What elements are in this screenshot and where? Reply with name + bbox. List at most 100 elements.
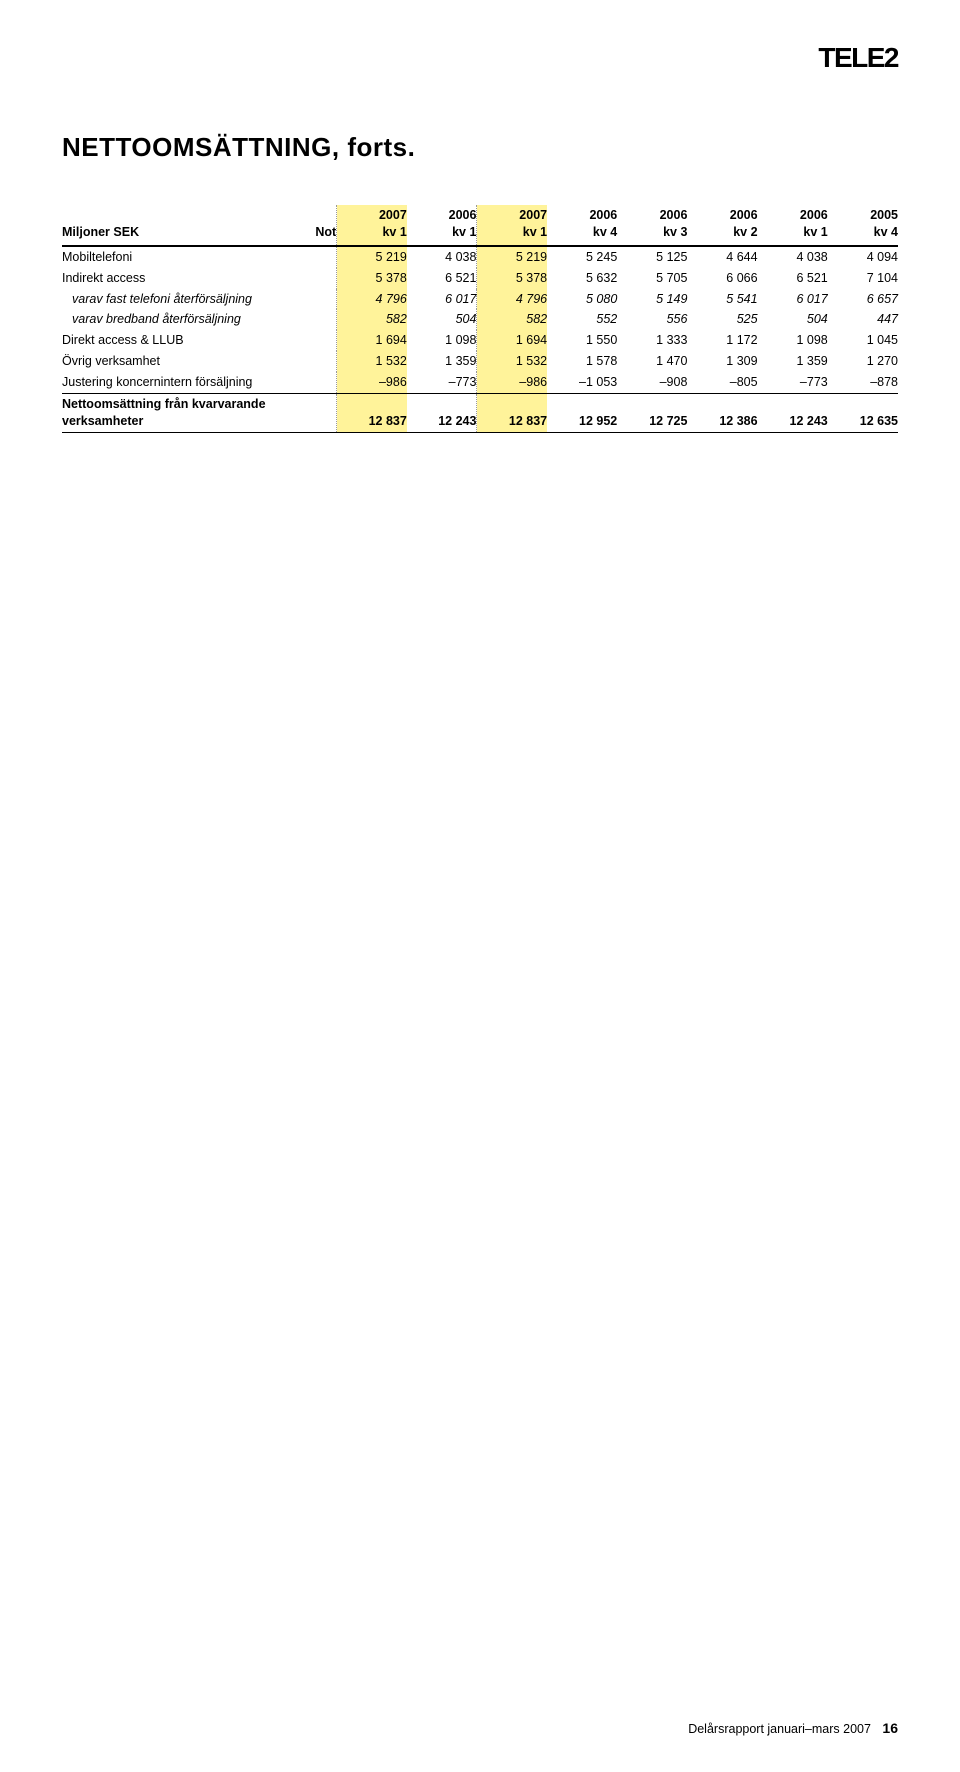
row-cell: 1 309: [687, 351, 757, 372]
row-cell: –986: [477, 372, 547, 393]
row-not: [301, 330, 337, 351]
header-col-quarter: kv 1: [407, 224, 477, 241]
header-col-1: 2006 kv 1: [407, 205, 477, 246]
table-row: Justering koncernintern försäljning–986–…: [62, 372, 898, 393]
row-cell: 6 017: [758, 289, 828, 310]
table-row: Direkt access & LLUB1 6941 0981 6941 550…: [62, 330, 898, 351]
row-cell: 552: [547, 309, 617, 330]
row-not: [301, 289, 337, 310]
row-cell: 1 532: [477, 351, 547, 372]
header-col-year: 2007: [477, 207, 547, 224]
row-cell: 6 657: [828, 289, 898, 310]
row-label: Direkt access & LLUB: [62, 330, 301, 351]
row-cell: 1 578: [547, 351, 617, 372]
header-col-year: 2005: [828, 207, 898, 224]
header-col-quarter: kv 1: [477, 224, 547, 241]
total-cell: 12 837: [337, 393, 407, 432]
row-not: [301, 246, 337, 268]
row-cell: 5 245: [547, 246, 617, 268]
row-cell: 1 694: [337, 330, 407, 351]
header-col-3: 2006 kv 4: [547, 205, 617, 246]
row-cell: 4 094: [828, 246, 898, 268]
row-cell: 5 378: [477, 268, 547, 289]
table-row: Indirekt access5 3786 5215 3785 6325 705…: [62, 268, 898, 289]
total-not: [301, 393, 337, 432]
row-cell: 6 017: [407, 289, 477, 310]
footer-text: Delårsrapport januari–mars 2007: [688, 1722, 871, 1736]
row-label: varav fast telefoni återförsäljning: [62, 289, 301, 310]
financial-table: Miljoner SEK Not 2007 kv 1 2006 kv 1 200…: [62, 205, 898, 433]
footer-page-number: 16: [882, 1720, 898, 1736]
header-col-quarter: kv 3: [617, 224, 687, 241]
row-label: Övrig verksamhet: [62, 351, 301, 372]
total-label-line2: verksamheter: [62, 414, 143, 428]
total-cell: 12 725: [617, 393, 687, 432]
header-label-text: Miljoner SEK: [62, 225, 139, 239]
row-cell: 5 378: [337, 268, 407, 289]
row-cell: 4 644: [687, 246, 757, 268]
row-label: Indirekt access: [62, 268, 301, 289]
total-cell: 12 243: [407, 393, 477, 432]
table-row: varav bredband återförsäljning5825045825…: [62, 309, 898, 330]
header-col-year: 2007: [337, 207, 407, 224]
header-col-quarter: kv 4: [547, 224, 617, 241]
row-cell: 525: [687, 309, 757, 330]
header-col-quarter: kv 1: [758, 224, 828, 241]
row-cell: –986: [337, 372, 407, 393]
header-col-year: 2006: [687, 207, 757, 224]
header-col-2: 2007 kv 1: [477, 205, 547, 246]
row-cell: –878: [828, 372, 898, 393]
table-header-row: Miljoner SEK Not 2007 kv 1 2006 kv 1 200…: [62, 205, 898, 246]
total-cell: 12 386: [687, 393, 757, 432]
row-label: Mobiltelefoni: [62, 246, 301, 268]
row-cell: 447: [828, 309, 898, 330]
row-not: [301, 309, 337, 330]
row-cell: 5 541: [687, 289, 757, 310]
total-cell: 12 243: [758, 393, 828, 432]
table-end-rule: [62, 432, 898, 433]
row-not: [301, 268, 337, 289]
total-cell: 12 635: [828, 393, 898, 432]
row-cell: –908: [617, 372, 687, 393]
row-cell: 1 532: [337, 351, 407, 372]
table-total-row: Nettoomsättning från kvarvarande verksamh…: [62, 393, 898, 432]
row-cell: 504: [758, 309, 828, 330]
row-cell: 1 045: [828, 330, 898, 351]
header-col-7: 2005 kv 4: [828, 205, 898, 246]
row-cell: 1 359: [407, 351, 477, 372]
row-cell: 7 104: [828, 268, 898, 289]
header-col-6: 2006 kv 1: [758, 205, 828, 246]
header-col-year: 2006: [758, 207, 828, 224]
brand-logo-text: TELE2: [818, 42, 898, 73]
row-cell: 1 333: [617, 330, 687, 351]
header-col-4: 2006 kv 3: [617, 205, 687, 246]
table-row: Mobiltelefoni5 2194 0385 2195 2455 1254 …: [62, 246, 898, 268]
row-cell: 1 694: [477, 330, 547, 351]
row-cell: 504: [407, 309, 477, 330]
row-cell: 1 098: [758, 330, 828, 351]
page-title: NETTOOMSÄTTNING, forts.: [62, 132, 898, 163]
row-cell: –805: [687, 372, 757, 393]
header-not: Not: [301, 205, 337, 246]
total-cell: 12 952: [547, 393, 617, 432]
row-cell: 4 796: [337, 289, 407, 310]
row-cell: 6 521: [407, 268, 477, 289]
row-cell: 5 080: [547, 289, 617, 310]
row-cell: –1 053: [547, 372, 617, 393]
row-cell: 1 470: [617, 351, 687, 372]
total-label-line1: Nettoomsättning från kvarvarande: [62, 397, 266, 411]
header-col-year: 2006: [407, 207, 477, 224]
total-cell: 12 837: [477, 393, 547, 432]
row-cell: 4 038: [758, 246, 828, 268]
row-label: varav bredband återförsäljning: [62, 309, 301, 330]
row-cell: 6 521: [758, 268, 828, 289]
header-col-quarter: kv 1: [337, 224, 407, 241]
row-cell: –773: [758, 372, 828, 393]
row-cell: 4 038: [407, 246, 477, 268]
row-cell: 5 219: [337, 246, 407, 268]
row-cell: 1 359: [758, 351, 828, 372]
total-label: Nettoomsättning från kvarvarande verksamh…: [62, 393, 301, 432]
row-cell: 5 219: [477, 246, 547, 268]
row-label: Justering koncernintern försäljning: [62, 372, 301, 393]
page-footer: Delårsrapport januari–mars 2007 16: [688, 1720, 898, 1736]
